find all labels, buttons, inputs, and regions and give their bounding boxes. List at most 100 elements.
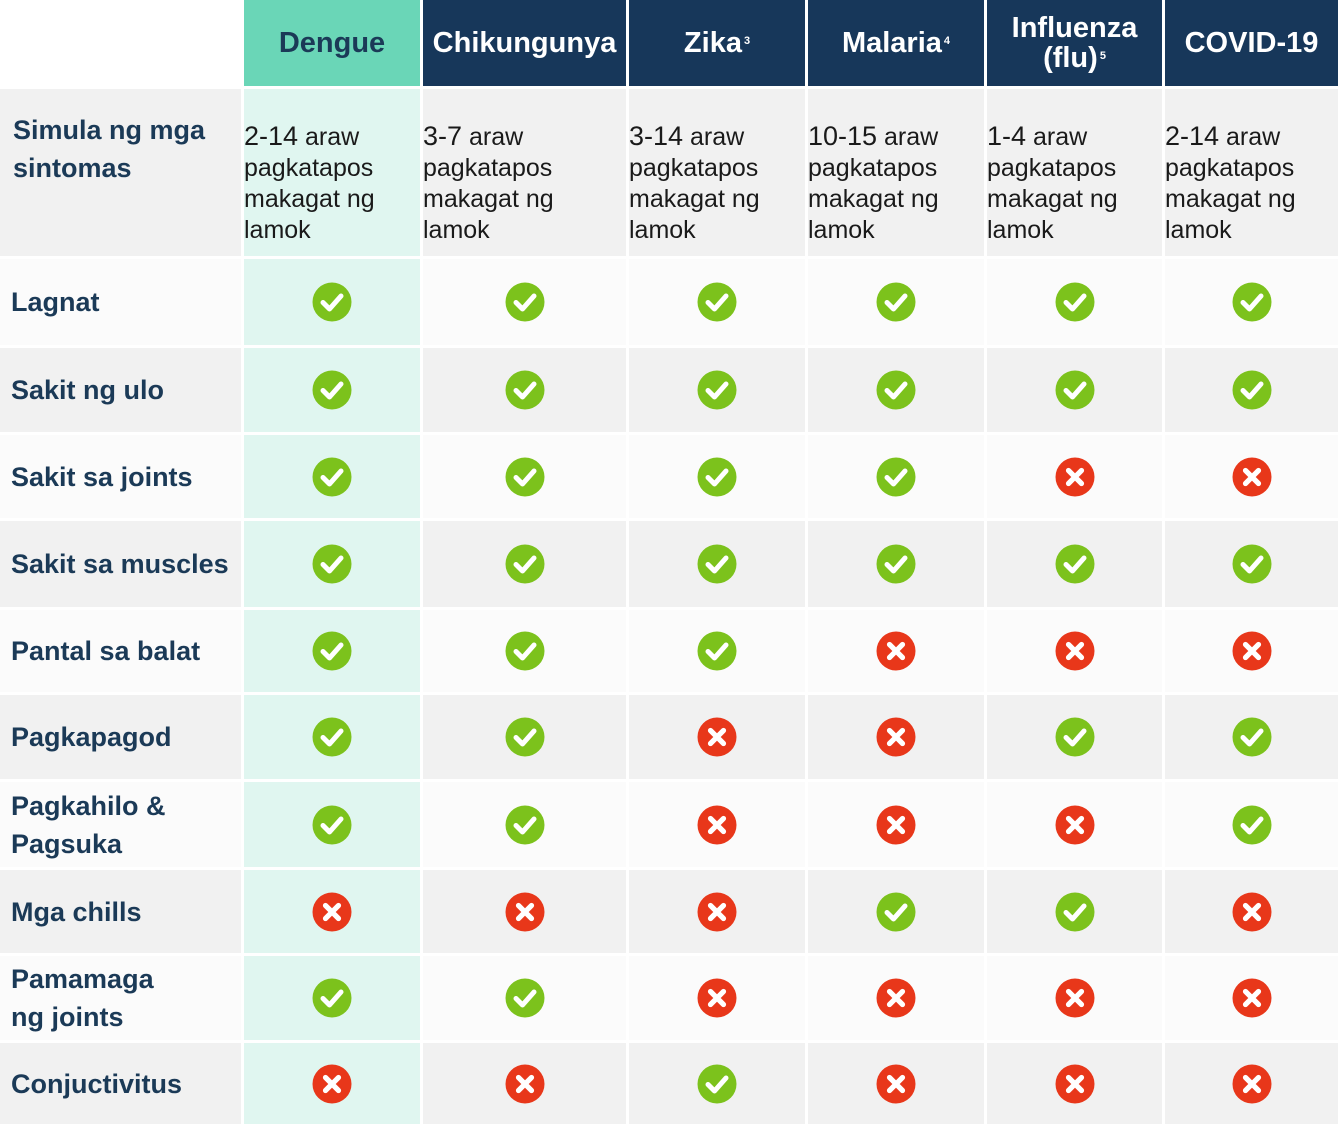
- status-no: [423, 1043, 626, 1124]
- status-yes: [244, 695, 420, 779]
- status-no: [808, 782, 984, 867]
- onset-text: pagkatapos: [1165, 154, 1295, 182]
- check-circle-icon: [1232, 370, 1271, 410]
- row-label-text: Sakit sa joints: [11, 461, 193, 492]
- status-yes: [629, 348, 805, 432]
- check-circle-icon: [876, 457, 916, 496]
- column-header-label: Malaria 4: [842, 28, 950, 58]
- column-header-zika: Zika 3: [629, 0, 805, 86]
- x-circle-icon: [1232, 892, 1271, 931]
- onset-range: 3-7 araw: [423, 121, 523, 153]
- status-yes: [808, 521, 984, 607]
- onset-unit: araw: [1226, 123, 1281, 151]
- check-circle-icon: [505, 544, 544, 584]
- x-circle-icon: [876, 631, 916, 671]
- onset-cell: 3-14 araw pagkatapos makagat ng lamok: [629, 89, 805, 256]
- status-yes: [808, 259, 984, 345]
- check-circle-icon: [697, 457, 737, 496]
- status-yes: [987, 870, 1162, 953]
- status-yes: [987, 695, 1162, 779]
- status-no: [1165, 1043, 1338, 1124]
- onset-unit: araw: [468, 123, 524, 151]
- onset-text-line: pagkatapos: [244, 153, 373, 184]
- status-yes: [423, 435, 626, 518]
- status-yes: [244, 259, 420, 345]
- x-circle-icon: [1232, 631, 1271, 671]
- onset-unit: araw: [690, 123, 745, 151]
- status-yes: [423, 610, 626, 692]
- onset-text-line: makagat ng: [244, 184, 375, 215]
- onset-text-line: makagat ng: [808, 184, 939, 215]
- status-yes: [423, 348, 626, 432]
- x-circle-icon: [697, 892, 737, 931]
- onset-text: makagat ng: [808, 185, 939, 213]
- onset-range: 3-14 araw: [629, 121, 744, 153]
- status-yes: [629, 259, 805, 345]
- check-circle-icon: [876, 370, 916, 410]
- status-yes: [629, 610, 805, 692]
- onset-text-line: pagkatapos: [987, 153, 1116, 184]
- column-header-dengue: Dengue: [244, 0, 420, 86]
- status-yes: [423, 521, 626, 607]
- column-header-label: Zika 3: [684, 28, 750, 58]
- row-label-pantal-sa-balat: Pantal sa balat: [0, 610, 241, 692]
- check-circle-icon: [1055, 282, 1094, 322]
- onset-cell: 1-4 araw pagkatapos makagat ng lamok: [987, 89, 1162, 256]
- check-circle-icon: [312, 370, 352, 410]
- check-circle-icon: [1232, 544, 1271, 584]
- status-yes: [423, 259, 626, 345]
- column-header-label: Dengue: [279, 28, 385, 58]
- check-circle-icon: [1232, 805, 1271, 844]
- status-yes: [808, 435, 984, 518]
- status-yes: [1165, 521, 1338, 607]
- x-circle-icon: [876, 805, 916, 844]
- check-circle-icon: [505, 370, 544, 410]
- check-circle-icon: [876, 892, 916, 931]
- row-label-text: Pagkahilo & Pagsuka: [11, 790, 166, 859]
- check-circle-icon: [1232, 282, 1271, 322]
- column-header-malaria: Malaria 4: [808, 0, 984, 86]
- x-circle-icon: [312, 892, 352, 931]
- row-label-text: Sakit sa muscles: [11, 549, 229, 579]
- status-yes: [629, 435, 805, 518]
- row-label-conjuctivitus: Conjuctivitus: [0, 1043, 241, 1124]
- column-header-influenza-flu: Influenza (flu) 5: [987, 0, 1162, 86]
- onset-text: lamok: [423, 216, 490, 244]
- onset-range: 1-4 araw: [987, 121, 1087, 153]
- check-circle-icon: [505, 978, 544, 1018]
- onset-range: 2-14 araw: [244, 121, 359, 153]
- check-circle-icon: [1055, 892, 1094, 931]
- column-header-label: COVID-19: [1185, 28, 1319, 58]
- status-yes: [808, 870, 984, 953]
- onset-text-line: makagat ng: [987, 184, 1118, 215]
- status-yes: [629, 1043, 805, 1124]
- onset-text-line: makagat ng: [1165, 184, 1296, 215]
- column-name: Influenza (flu): [1011, 12, 1138, 74]
- status-yes: [629, 521, 805, 607]
- status-yes: [987, 348, 1162, 432]
- x-circle-icon: [1055, 631, 1094, 671]
- check-circle-icon: [505, 805, 544, 844]
- onset-text-line: lamok: [629, 215, 696, 246]
- check-circle-icon: [505, 717, 544, 757]
- status-yes: [1165, 695, 1338, 779]
- onset-days: 3-7: [423, 121, 463, 151]
- onset-text: lamok: [987, 216, 1054, 244]
- onset-text: makagat ng: [987, 185, 1118, 213]
- row-label-text: Pantal sa balat: [11, 636, 201, 666]
- check-circle-icon: [312, 457, 352, 496]
- status-yes: [244, 782, 420, 867]
- status-no: [629, 782, 805, 867]
- status-yes: [244, 956, 420, 1040]
- header-corner: [0, 0, 241, 86]
- onset-text: pagkatapos: [244, 154, 374, 182]
- footnote-marker: 5: [1099, 50, 1106, 62]
- status-no: [987, 435, 1162, 518]
- row-label-sakit-sa-joints: Sakit sa joints: [0, 435, 241, 518]
- x-circle-icon: [1055, 457, 1094, 496]
- column-header-chikungunya: Chikungunya: [423, 0, 626, 86]
- check-circle-icon: [697, 370, 737, 410]
- onset-days: 2-14: [244, 121, 299, 151]
- row-label-text: Conjuctivitus: [11, 1068, 183, 1099]
- onset-text: lamok: [1165, 216, 1232, 244]
